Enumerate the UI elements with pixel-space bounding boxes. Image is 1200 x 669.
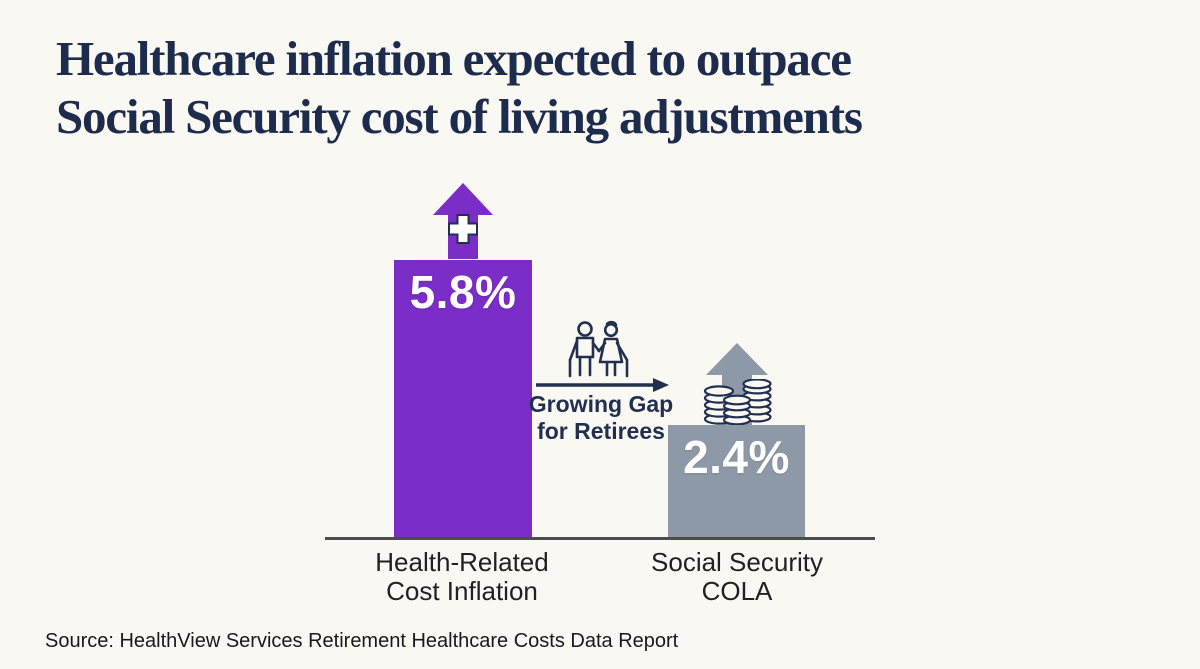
category-label-healthcare: Health-Related Cost Inflation (352, 548, 572, 606)
retired-couple-icon (568, 320, 629, 378)
bar-healthcare: 5.8% (394, 260, 532, 539)
gap-annotation-line-2: for Retirees (537, 418, 665, 444)
gap-annotation-line-1: Growing Gap (528, 391, 674, 417)
title-line-2: Social Security cost of living adjustmen… (56, 89, 863, 144)
bar-cola-value: 2.4% (683, 431, 790, 483)
up-arrow-plus-icon (433, 183, 493, 259)
page-title: Healthcare inflation expected to outpace… (56, 30, 863, 146)
category-cola-line-1: Social Security (651, 547, 823, 577)
up-arrow-coins-icon (706, 343, 768, 425)
title-line-1: Healthcare inflation expected to outpace (56, 31, 852, 86)
coin-stacks-icon (703, 379, 772, 425)
gap-right-arrow-icon (536, 378, 669, 392)
category-label-cola: Social Security COLA (627, 548, 847, 606)
bar-cola: 2.4% (668, 425, 805, 539)
source-attribution: Source: HealthView Services Retirement H… (45, 630, 679, 652)
gap-annotation: Growing Gap for Retirees (501, 391, 701, 445)
category-cola-line-2: COLA (701, 576, 773, 606)
category-healthcare-line-2: Cost Inflation (386, 576, 538, 606)
axis-baseline (325, 537, 875, 540)
category-healthcare-line-1: Health-Related (375, 547, 549, 577)
bar-healthcare-value: 5.8% (409, 266, 517, 318)
